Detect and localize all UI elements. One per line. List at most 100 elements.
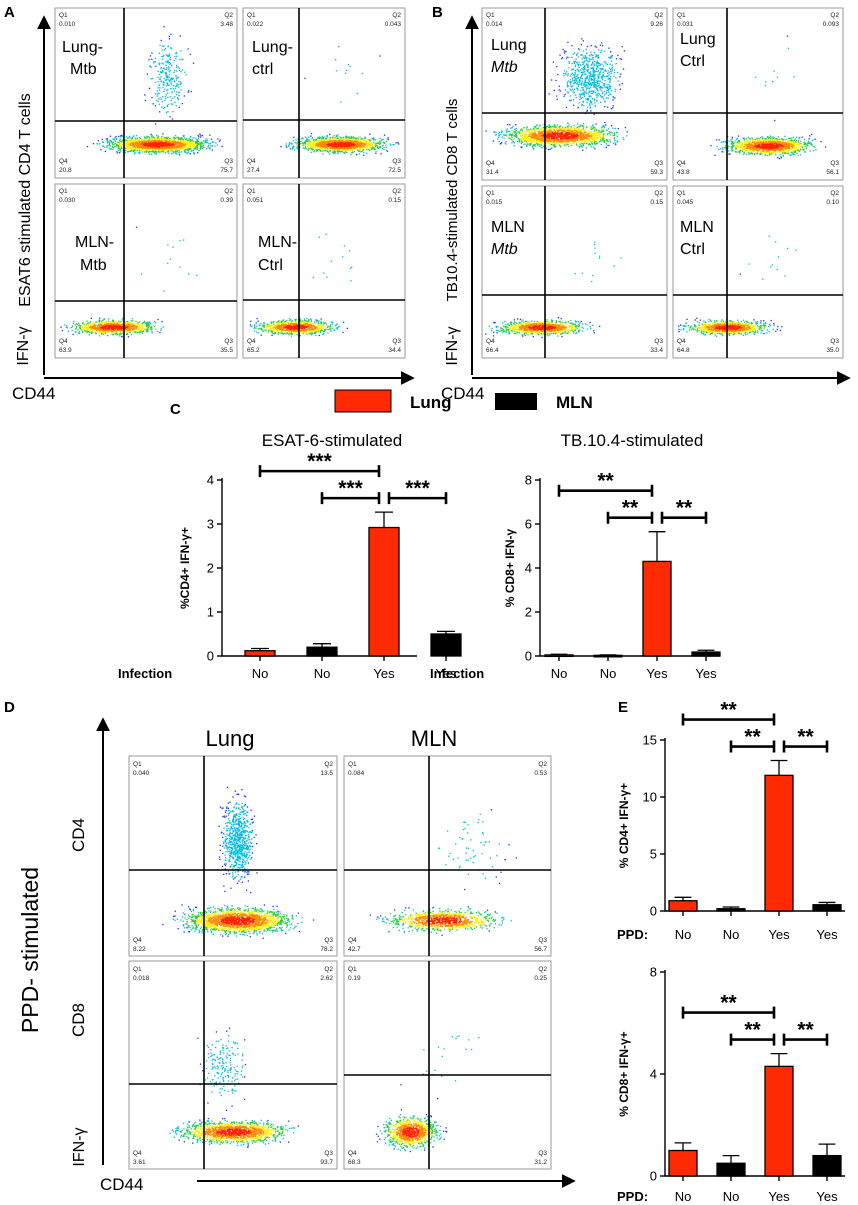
category-label: No [723, 927, 740, 942]
q2-value: 0.25 [534, 975, 547, 982]
significance-label: ** [797, 1019, 814, 1042]
q3-value: 33.4 [650, 347, 663, 354]
q4-name: Q4 [486, 338, 495, 345]
q1-value: 0.045 [677, 199, 694, 206]
panel-d-big-title: PPD- stimulated [17, 867, 43, 1033]
q3-value: 75.7 [220, 167, 233, 174]
category-label: No [314, 666, 331, 681]
sample-label-line1: MLN [680, 219, 714, 236]
q3-name: Q3 [224, 158, 233, 165]
axis-line [664, 970, 845, 1177]
q4-name: Q4 [59, 338, 68, 345]
significance-bracket [606, 511, 654, 524]
flow-plot-b-mln-ctrl: Q1 0.045 Q2 0.10 Q3 35.0 Q4 64.8 MLN Ctr… [672, 185, 844, 359]
q1-value: 0.014 [486, 21, 503, 28]
q2-name: Q2 [654, 12, 663, 19]
panel-d-col-title-lung: Lung [206, 726, 255, 751]
significance-bracket [782, 1033, 829, 1046]
q1-value: 0.010 [59, 21, 76, 28]
sample-label-line1: Lung- [252, 39, 293, 56]
q3-value: 56.1 [826, 169, 839, 176]
q3-name: Q3 [392, 158, 401, 165]
panel-b-x-axis-label: CD44 [441, 384, 484, 403]
q1-name: Q1 [348, 966, 357, 973]
q4-name: Q4 [486, 160, 495, 167]
q2-name: Q2 [324, 966, 333, 973]
q2-name: Q2 [830, 190, 839, 197]
q4-name: Q4 [348, 937, 357, 944]
flow-plot-d-mln-cd8: Q1 0.19 Q2 0.25 Q3 31.2 Q4 68.3 [343, 960, 552, 1170]
panel-d-row-label-cd4: CD4 [69, 818, 88, 852]
q4-value: 63.9 [59, 347, 72, 354]
category-label: No [551, 666, 568, 681]
category-label: No [252, 666, 269, 681]
dot-cloud [375, 1035, 480, 1153]
y-axis-title: %CD4+ IFN-γ+ [178, 527, 192, 609]
sample-label-line2: Mtb [70, 61, 97, 78]
dot-cloud [162, 786, 315, 939]
legend: Lung MLN [334, 389, 593, 413]
bar-chart-ppd-cd4: % CD4+ IFN-γ+ 0 5 10 15 No No Yes Yes PPD: ** ** ** [617, 699, 845, 942]
legend-label-mln: MLN [556, 393, 593, 412]
sample-label-line1: Lung [491, 37, 527, 54]
flow-plot-d-lung-cd8: Q1 0.018 Q2 2.62 Q3 93.7 Q4 3.61 [128, 960, 338, 1170]
category-label: No [723, 1189, 740, 1204]
panel-a-axes: ESAT6 stimulated CD4 T cells IFN-γ CD44 [12, 15, 415, 403]
q4-value: 65.2 [247, 347, 260, 354]
category-label: No [675, 1189, 692, 1204]
q3-name: Q3 [538, 937, 547, 944]
sample-label-line2: Ctrl [680, 53, 705, 70]
q4-name: Q4 [677, 338, 686, 345]
flow-plot-frame [54, 183, 238, 359]
q2-value: 0.10 [826, 199, 839, 206]
panel-letter-e: E [618, 699, 628, 716]
q1-name: Q1 [348, 761, 357, 768]
panel-letter-a: A [4, 4, 15, 21]
significance-label: *** [307, 450, 332, 473]
bar-chart-ppd-cd8: % CD8+ IFN-γ+ 0 4 8 No No Yes Yes PPD: ** ** ** [617, 965, 845, 1204]
dot-cloud [169, 1027, 299, 1148]
q4-name: Q4 [247, 158, 256, 165]
significance-label: ** [720, 992, 737, 1015]
bar [691, 651, 721, 657]
y-tick-label: 5 [650, 847, 657, 862]
q4-name: Q4 [133, 1150, 142, 1157]
bar [764, 774, 794, 912]
category-label: Yes [816, 1189, 838, 1204]
q4-value: 20.8 [59, 167, 72, 174]
panel-d-x-axis-label: CD44 [100, 1175, 143, 1194]
flow-plot-a-lung-mtb: Q1 0.010 Q2 3.48 Q3 75.7 Q4 20.8 Lung- M… [54, 7, 238, 179]
bar [306, 646, 338, 657]
q3-name: Q3 [654, 160, 663, 167]
q2-value: 0.043 [385, 21, 402, 28]
significance-label: ** [597, 470, 614, 493]
q3-value: 56.7 [534, 946, 547, 953]
significance-bracket [258, 465, 381, 478]
q3-value: 35.0 [826, 347, 839, 354]
sample-label-line1: MLN- [75, 234, 114, 251]
category-label: Yes [435, 666, 457, 681]
bar [716, 1162, 746, 1177]
sample-label-line1: Lung- [62, 39, 103, 56]
q4-name: Q4 [348, 1150, 357, 1157]
q1-name: Q1 [486, 190, 495, 197]
q1-value: 0.031 [677, 21, 694, 28]
sample-label-line1: MLN [491, 219, 525, 236]
q1-value: 0.040 [133, 770, 150, 777]
q2-name: Q2 [392, 188, 401, 195]
sample-label-line1: Lung [680, 31, 716, 48]
significance-bracket [681, 713, 776, 726]
category-label: Yes [768, 1189, 790, 1204]
significance-bracket [320, 492, 381, 505]
q1-name: Q1 [59, 188, 68, 195]
bar [668, 900, 698, 912]
q1-name: Q1 [133, 761, 142, 768]
panel-b-y-title: TB10.4-stimulated CD8 T cells [444, 99, 461, 302]
y-tick-label: 6 [525, 517, 532, 532]
row-label: Infection [430, 666, 484, 681]
q1-value: 0.022 [247, 21, 264, 28]
q1-value: 0.051 [247, 197, 264, 204]
bar [368, 526, 400, 657]
dot-cloud [86, 26, 223, 156]
